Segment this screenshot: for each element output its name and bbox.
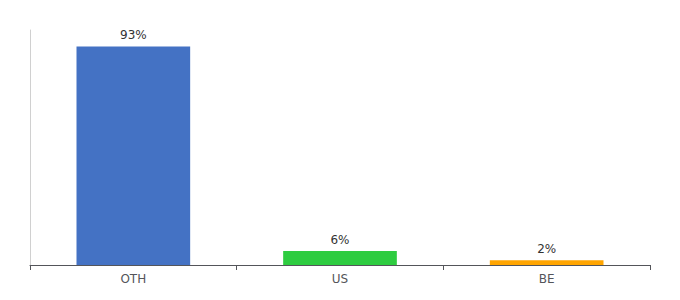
svg-text:US: US (332, 272, 348, 286)
svg-text:2%: 2% (537, 242, 556, 256)
svg-text:BE: BE (539, 272, 555, 286)
svg-text:93%: 93% (120, 28, 147, 42)
svg-text:6%: 6% (330, 233, 349, 247)
svg-text:OTH: OTH (120, 272, 146, 286)
